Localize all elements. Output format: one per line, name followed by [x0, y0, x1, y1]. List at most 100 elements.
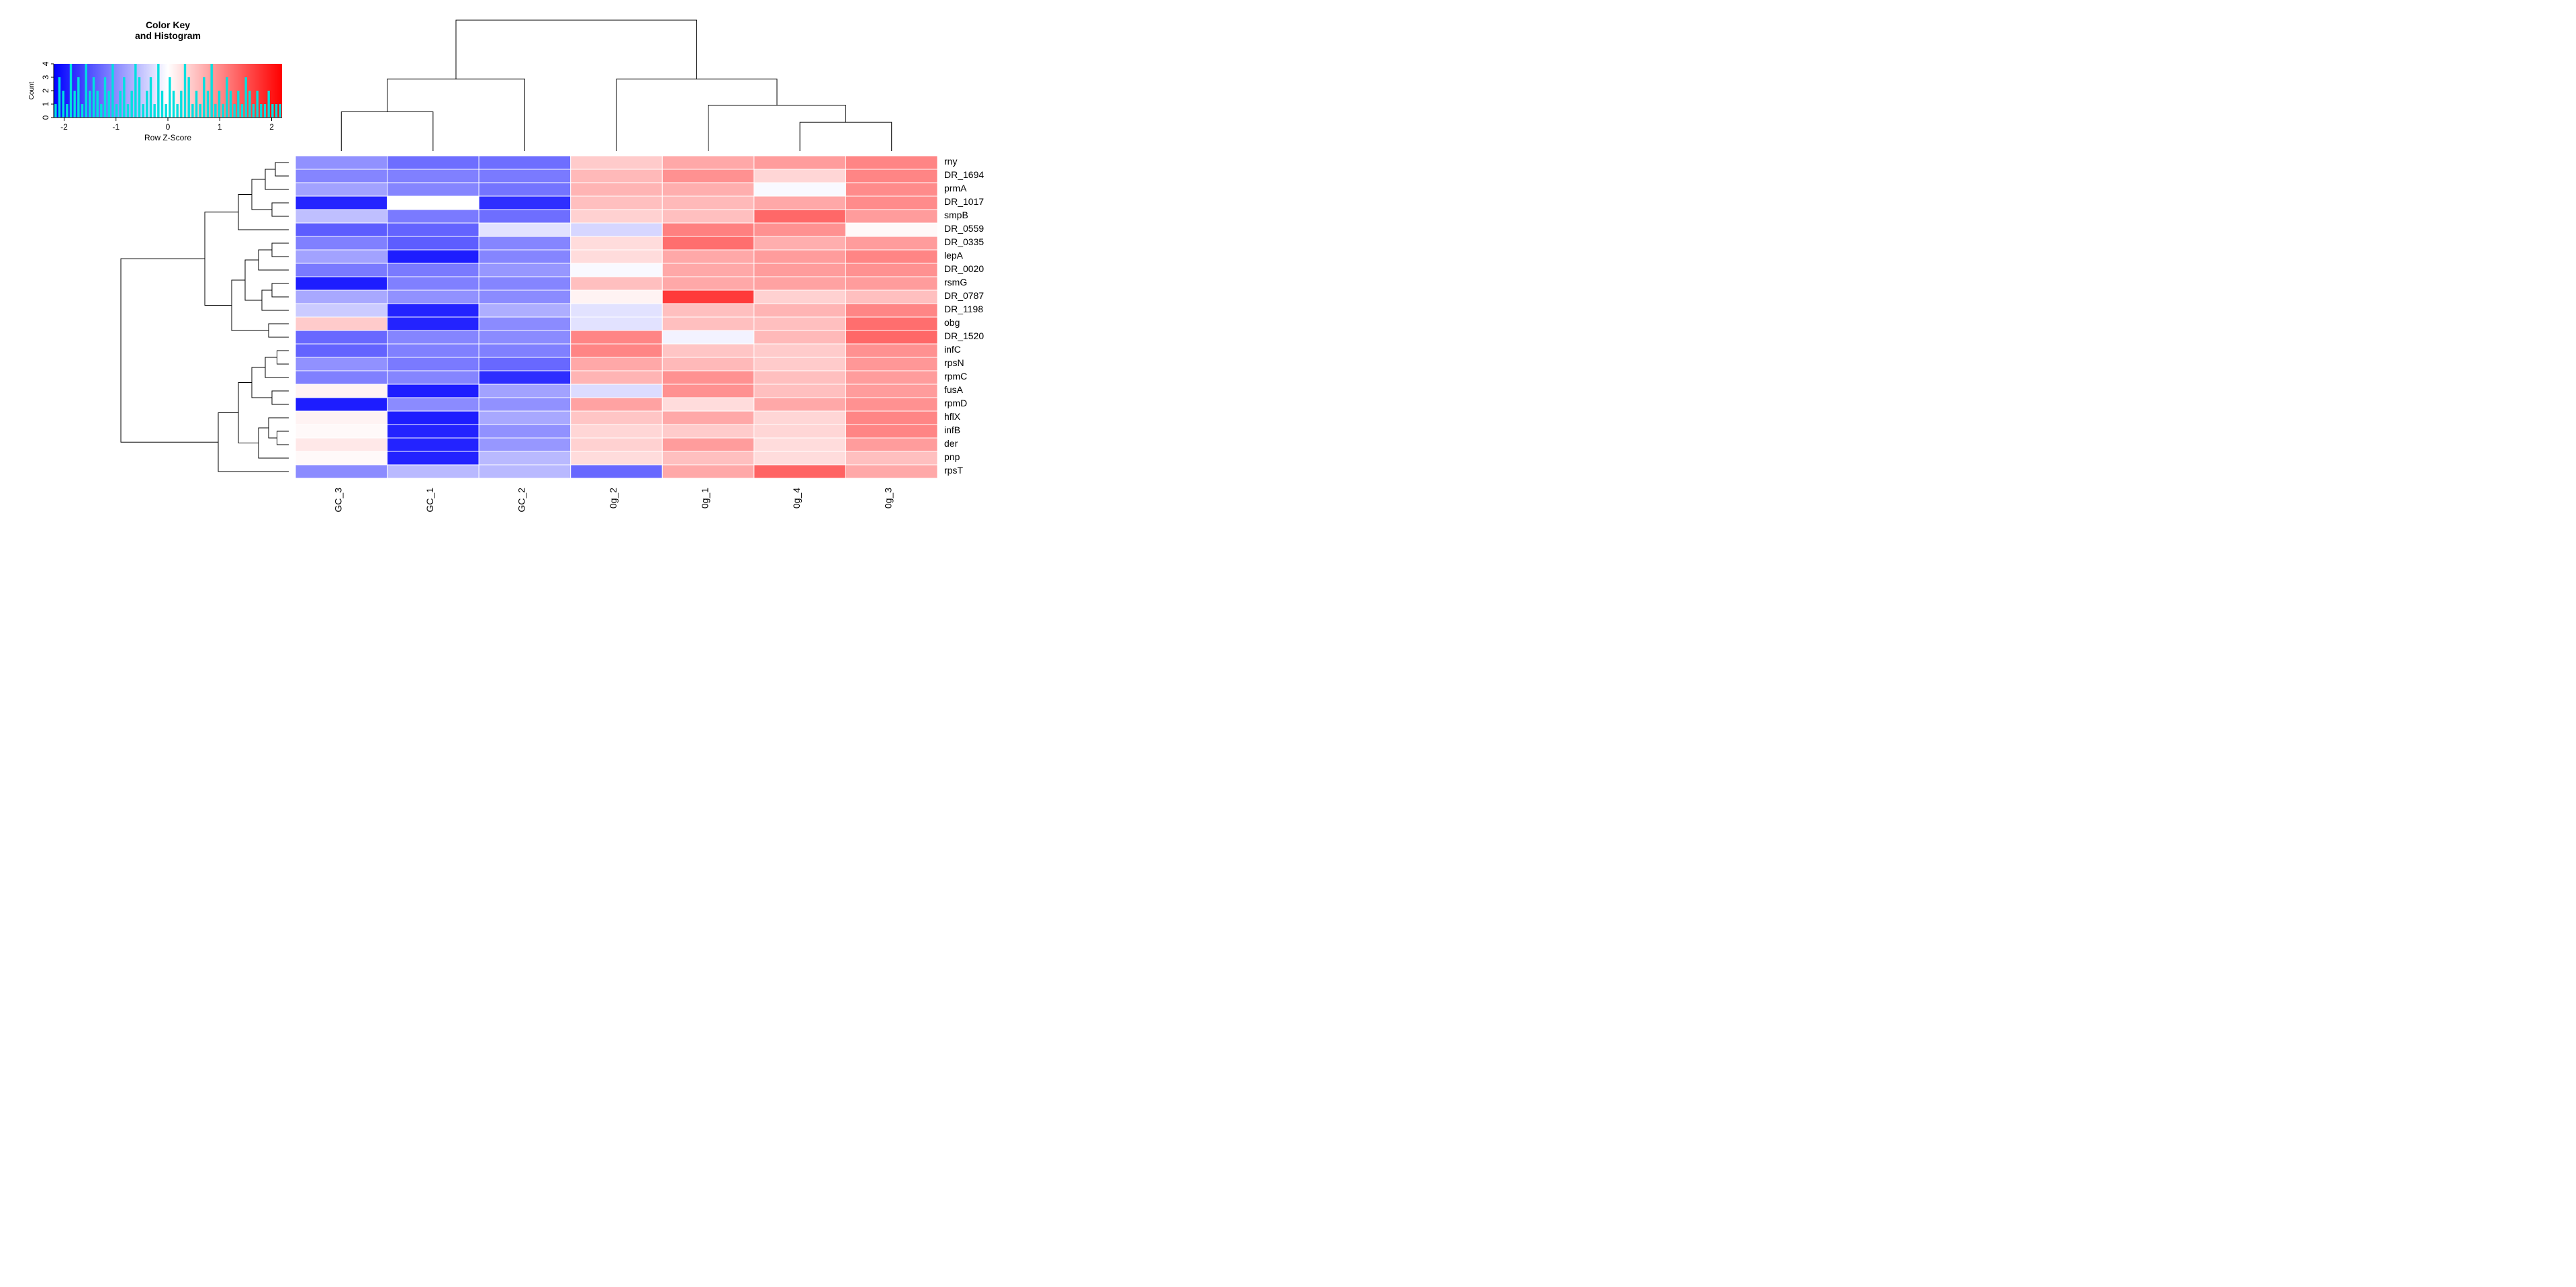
heatmap-cell	[387, 304, 479, 317]
heatmap-cell	[662, 236, 754, 250]
heatmap-cell	[295, 425, 387, 438]
key-ylabel: Count	[28, 81, 36, 99]
heatmap-cell	[479, 277, 571, 290]
heatmap	[295, 156, 937, 478]
key-ytick: 2	[41, 88, 50, 93]
row-label: rpmD	[944, 398, 967, 408]
heatmap-cell	[662, 183, 754, 196]
key-xtick: 0	[166, 122, 171, 132]
hist-bar	[222, 104, 224, 118]
heatmap-cell	[295, 304, 387, 317]
heatmap-cell	[754, 330, 846, 344]
col-label: 0g_1	[700, 488, 710, 508]
key-xtick: 1	[218, 122, 222, 132]
key-ytick: 3	[41, 75, 50, 79]
row-label: hflX	[944, 411, 961, 422]
row-label: rpsN	[944, 357, 964, 368]
hist-bar	[210, 64, 212, 118]
heatmap-cell	[571, 344, 663, 357]
hist-bar	[195, 91, 197, 118]
heatmap-cell	[754, 425, 846, 438]
heatmap-cell	[845, 250, 937, 263]
heatmap-cell	[295, 438, 387, 451]
row-label: lepA	[944, 250, 964, 261]
heatmap-cell	[662, 411, 754, 425]
heatmap-cell	[479, 357, 571, 371]
heatmap-cell	[571, 330, 663, 344]
heatmap-cell	[754, 357, 846, 371]
heatmap-cell	[479, 438, 571, 451]
hist-bar	[134, 64, 136, 118]
heatmap-cell	[571, 223, 663, 236]
hist-bar	[176, 104, 178, 118]
heatmap-cell	[387, 290, 479, 304]
hist-bar	[70, 64, 72, 118]
heatmap-cell	[754, 438, 846, 451]
heatmap-cell	[571, 371, 663, 384]
heatmap-cell	[295, 317, 387, 330]
heatmap-cell	[571, 465, 663, 478]
hist-bar	[62, 91, 64, 118]
heatmap-cell	[754, 183, 846, 196]
heatmap-cell	[754, 411, 846, 425]
heatmap-cell	[662, 223, 754, 236]
heatmap-cell	[754, 465, 846, 478]
color-key: Color Keyand Histogram-2-1012Row Z-Score…	[28, 19, 282, 142]
heatmap-cell	[662, 250, 754, 263]
hist-bar	[107, 91, 109, 118]
hist-bar	[187, 77, 189, 118]
hist-bar	[241, 104, 243, 118]
heatmap-cell	[845, 398, 937, 411]
heatmap-cell	[754, 398, 846, 411]
heatmap-cell	[479, 210, 571, 223]
heatmap-cell	[571, 169, 663, 183]
row-label: DR_1520	[944, 330, 984, 341]
hist-bar	[73, 91, 75, 118]
heatmap-cell	[845, 290, 937, 304]
heatmap-cell	[387, 371, 479, 384]
hist-bar	[226, 77, 228, 118]
heatmap-cell	[662, 317, 754, 330]
hist-bar	[279, 104, 281, 118]
hist-bar	[142, 104, 144, 118]
row-label: DR_0559	[944, 223, 984, 234]
heatmap-cell	[295, 210, 387, 223]
hist-bar	[89, 91, 91, 118]
row-label: obg	[944, 317, 960, 328]
heatmap-cell	[571, 425, 663, 438]
heatmap-cell	[387, 183, 479, 196]
heatmap-cell	[845, 263, 937, 277]
key-gradient	[54, 64, 282, 118]
hist-bar	[161, 91, 163, 118]
row-label: DR_0787	[944, 290, 984, 301]
heatmap-cell	[662, 465, 754, 478]
heatmap-cell	[479, 330, 571, 344]
hist-bar	[184, 64, 186, 118]
heatmap-cell	[571, 357, 663, 371]
row-label: DR_1017	[944, 196, 984, 207]
heatmap-cell	[845, 196, 937, 210]
heatmap-cell	[662, 344, 754, 357]
hist-bar	[260, 104, 262, 118]
heatmap-cell	[295, 465, 387, 478]
heatmap-cell	[662, 371, 754, 384]
heatmap-cell	[845, 438, 937, 451]
heatmap-cell	[662, 384, 754, 398]
heatmap-cell	[845, 330, 937, 344]
hist-bar	[146, 91, 148, 118]
heatmap-cell	[754, 196, 846, 210]
heatmap-cell	[295, 384, 387, 398]
hist-bar	[214, 104, 216, 118]
heatmap-cell	[479, 371, 571, 384]
heatmap-cell	[845, 411, 937, 425]
heatmap-cell	[387, 357, 479, 371]
hist-bar	[191, 104, 193, 118]
heatmap-cell	[754, 277, 846, 290]
hist-bar	[237, 91, 239, 118]
heatmap-cell	[387, 250, 479, 263]
heatmap-cell	[571, 263, 663, 277]
heatmap-cell	[387, 425, 479, 438]
heatmap-cell	[295, 371, 387, 384]
row-label: DR_1694	[944, 169, 984, 180]
heatmap-cell	[387, 451, 479, 465]
